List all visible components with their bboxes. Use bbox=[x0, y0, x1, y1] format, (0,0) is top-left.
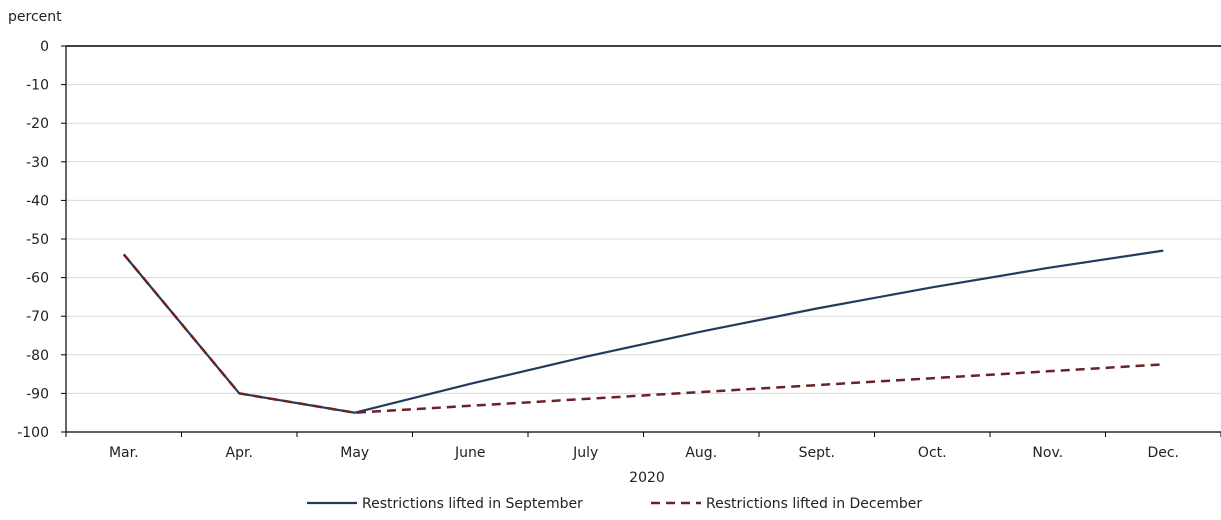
y-tick-label: -100 bbox=[17, 425, 49, 441]
x-tick-labels: Mar. Apr. May June July Aug. Sept. Oct. Nov. Dec. bbox=[109, 445, 1179, 461]
y-tick-label: -60 bbox=[26, 271, 49, 287]
gridlines bbox=[66, 84, 1221, 394]
x-tick-label: Dec. bbox=[1147, 445, 1179, 461]
x-tick-label: Oct. bbox=[918, 445, 947, 461]
x-tick-label: Mar. bbox=[109, 445, 139, 461]
x-tick-label: Apr. bbox=[226, 445, 253, 461]
y-tick-label: 0 bbox=[40, 39, 49, 55]
legend-label-2: Restrictions lifted in December bbox=[706, 496, 922, 512]
series-lines bbox=[122, 249, 1164, 414]
x-tick-label: Nov. bbox=[1032, 445, 1063, 461]
series-line-2 bbox=[122, 253, 1164, 414]
x-axis-title: 2020 bbox=[629, 470, 665, 486]
y-tick-label: -20 bbox=[26, 116, 49, 132]
x-tick-label: Sept. bbox=[799, 445, 835, 461]
legend: Restrictions lifted in September Restrict… bbox=[307, 496, 922, 512]
axes bbox=[61, 45, 1221, 437]
x-tick-label: Aug. bbox=[685, 445, 717, 461]
legend-label-1: Restrictions lifted in September bbox=[362, 496, 583, 512]
y-axis-title: percent bbox=[8, 9, 62, 25]
series-line-1 bbox=[122, 249, 1164, 414]
y-tick-label: -90 bbox=[26, 386, 49, 402]
x-tick-label: June bbox=[454, 445, 486, 461]
x-tick-label: July bbox=[572, 445, 598, 461]
y-tick-label: -40 bbox=[26, 193, 49, 209]
x-tick-label: May bbox=[340, 445, 369, 461]
y-tick-labels: 0 -10 -20 -30 -40 -50 -60 -70 -80 -90 -100 bbox=[17, 39, 49, 441]
y-tick-label: -70 bbox=[26, 309, 49, 325]
y-tick-label: -80 bbox=[26, 348, 49, 364]
y-tick-label: -50 bbox=[26, 232, 49, 248]
y-tick-label: -30 bbox=[26, 155, 49, 171]
y-tick-label: -10 bbox=[26, 78, 49, 94]
